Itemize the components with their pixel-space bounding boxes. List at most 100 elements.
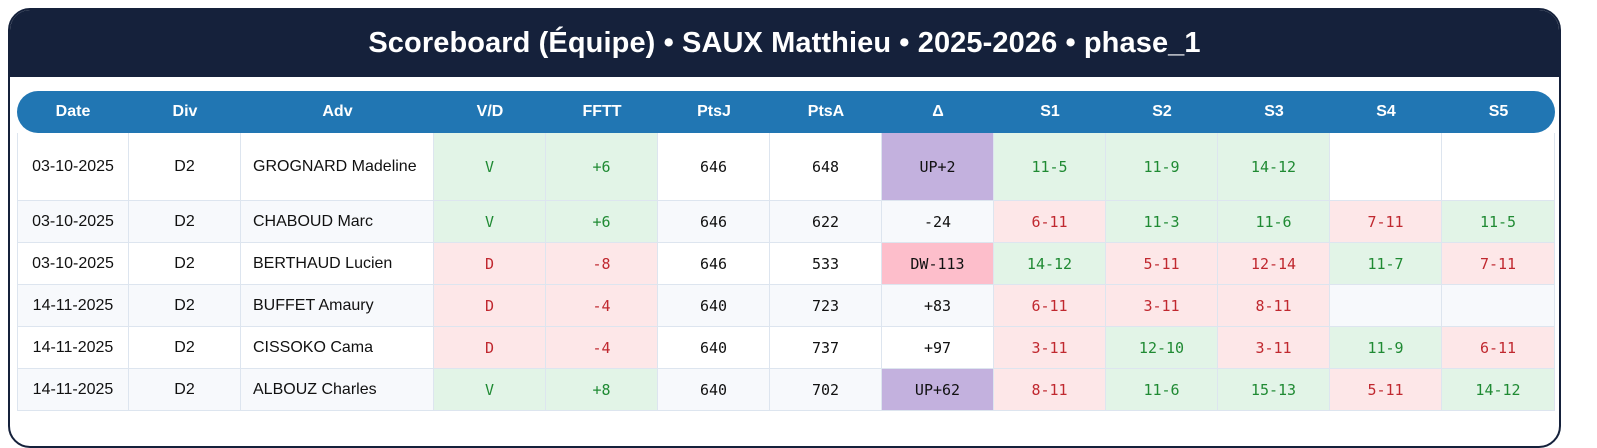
column-header-date[interactable]: Date [17, 91, 129, 133]
column-header-ptsa[interactable]: PtsA [770, 91, 882, 133]
cell-ptsj: 646 [658, 201, 770, 243]
cell-set-2: 11-6 [1106, 369, 1218, 411]
scoreboard-table: Date Div Adv V/D FFTT PtsJ PtsA Δ S1 S2 … [17, 91, 1555, 411]
column-header-s4[interactable]: S4 [1330, 91, 1442, 133]
cell-ptsa: 622 [770, 201, 882, 243]
cell-set-2: 3-11 [1106, 285, 1218, 327]
cell-opponent: GROGNARD Madeline [241, 133, 434, 201]
cell-set-2: 12-10 [1106, 327, 1218, 369]
column-header-s3[interactable]: S3 [1218, 91, 1330, 133]
column-header-s5[interactable]: S5 [1442, 91, 1555, 133]
cell-set-4: 5-11 [1330, 369, 1442, 411]
cell-set-4: 11-7 [1330, 243, 1442, 285]
cell-set-3: 3-11 [1218, 327, 1330, 369]
table-row: 03-10-2025 D2 GROGNARD Madeline V +6 646… [17, 133, 1555, 201]
cell-ptsj: 646 [658, 243, 770, 285]
cell-date: 14-11-2025 [17, 369, 129, 411]
cell-date: 03-10-2025 [17, 243, 129, 285]
cell-fftt: +6 [546, 133, 658, 201]
cell-set-5: 7-11 [1442, 243, 1555, 285]
cell-set-1: 6-11 [994, 285, 1106, 327]
cell-fftt: -4 [546, 327, 658, 369]
table-row: 14-11-2025 D2 ALBOUZ Charles V +8 640 70… [17, 369, 1555, 411]
column-header-ptsj[interactable]: PtsJ [658, 91, 770, 133]
cell-div: D2 [129, 369, 241, 411]
cell-set-2: 5-11 [1106, 243, 1218, 285]
scoreboard-card: Scoreboard (Équipe) • SAUX Matthieu • 20… [8, 8, 1561, 448]
cell-fftt: +8 [546, 369, 658, 411]
cell-ptsj: 640 [658, 327, 770, 369]
cell-set-4: 11-9 [1330, 327, 1442, 369]
cell-set-3: 12-14 [1218, 243, 1330, 285]
cell-set-4: 7-11 [1330, 201, 1442, 243]
cell-delta: UP+2 [882, 133, 994, 201]
table-header: Date Div Adv V/D FFTT PtsJ PtsA Δ S1 S2 … [17, 91, 1555, 133]
cell-opponent: CHABOUD Marc [241, 201, 434, 243]
cell-date: 03-10-2025 [17, 201, 129, 243]
cell-set-1: 6-11 [994, 201, 1106, 243]
cell-ptsj: 646 [658, 133, 770, 201]
cell-set-1: 8-11 [994, 369, 1106, 411]
column-header-delta[interactable]: Δ [882, 91, 994, 133]
cell-ptsj: 640 [658, 285, 770, 327]
cell-ptsa: 702 [770, 369, 882, 411]
cell-div: D2 [129, 285, 241, 327]
cell-opponent: BUFFET Amaury [241, 285, 434, 327]
cell-set-3: 11-6 [1218, 201, 1330, 243]
column-header-s2[interactable]: S2 [1106, 91, 1218, 133]
cell-set-5: 6-11 [1442, 327, 1555, 369]
cell-result: D [434, 327, 546, 369]
cell-ptsa: 737 [770, 327, 882, 369]
cell-delta: DW-113 [882, 243, 994, 285]
cell-date: 03-10-2025 [17, 133, 129, 201]
cell-delta: UP+62 [882, 369, 994, 411]
cell-fftt: -4 [546, 285, 658, 327]
cell-set-1: 14-12 [994, 243, 1106, 285]
cell-set-2: 11-3 [1106, 201, 1218, 243]
page-title: Scoreboard (Équipe) • SAUX Matthieu • 20… [10, 10, 1559, 77]
cell-opponent: BERTHAUD Lucien [241, 243, 434, 285]
column-header-vd[interactable]: V/D [434, 91, 546, 133]
cell-date: 14-11-2025 [17, 327, 129, 369]
cell-delta: -24 [882, 201, 994, 243]
table-row: 14-11-2025 D2 CISSOKO Cama D -4 640 737 … [17, 327, 1555, 369]
cell-div: D2 [129, 133, 241, 201]
cell-fftt: +6 [546, 201, 658, 243]
table-row: 14-11-2025 D2 BUFFET Amaury D -4 640 723… [17, 285, 1555, 327]
cell-ptsa: 648 [770, 133, 882, 201]
cell-fftt: -8 [546, 243, 658, 285]
cell-opponent: ALBOUZ Charles [241, 369, 434, 411]
column-header-div[interactable]: Div [129, 91, 241, 133]
cell-set-1: 11-5 [994, 133, 1106, 201]
cell-result: D [434, 285, 546, 327]
cell-result: V [434, 369, 546, 411]
cell-set-2: 11-9 [1106, 133, 1218, 201]
cell-set-5: 14-12 [1442, 369, 1555, 411]
column-header-adv[interactable]: Adv [241, 91, 434, 133]
cell-div: D2 [129, 327, 241, 369]
cell-set-4 [1330, 285, 1442, 327]
cell-div: D2 [129, 243, 241, 285]
cell-set-5 [1442, 133, 1555, 201]
cell-result: D [434, 243, 546, 285]
table-body: 03-10-2025 D2 GROGNARD Madeline V +6 646… [17, 133, 1555, 411]
column-header-fftt[interactable]: FFTT [546, 91, 658, 133]
cell-opponent: CISSOKO Cama [241, 327, 434, 369]
cell-div: D2 [129, 201, 241, 243]
cell-set-3: 8-11 [1218, 285, 1330, 327]
cell-delta: +97 [882, 327, 994, 369]
cell-delta: +83 [882, 285, 994, 327]
cell-set-5 [1442, 285, 1555, 327]
cell-set-3: 14-12 [1218, 133, 1330, 201]
cell-set-1: 3-11 [994, 327, 1106, 369]
scoreboard-table-wrap: Date Div Adv V/D FFTT PtsJ PtsA Δ S1 S2 … [17, 91, 1555, 411]
column-header-s1[interactable]: S1 [994, 91, 1106, 133]
cell-set-5: 11-5 [1442, 201, 1555, 243]
cell-result: V [434, 133, 546, 201]
cell-set-4 [1330, 133, 1442, 201]
table-row: 03-10-2025 D2 CHABOUD Marc V +6 646 622 … [17, 201, 1555, 243]
cell-result: V [434, 201, 546, 243]
cell-set-3: 15-13 [1218, 369, 1330, 411]
cell-date: 14-11-2025 [17, 285, 129, 327]
cell-ptsj: 640 [658, 369, 770, 411]
